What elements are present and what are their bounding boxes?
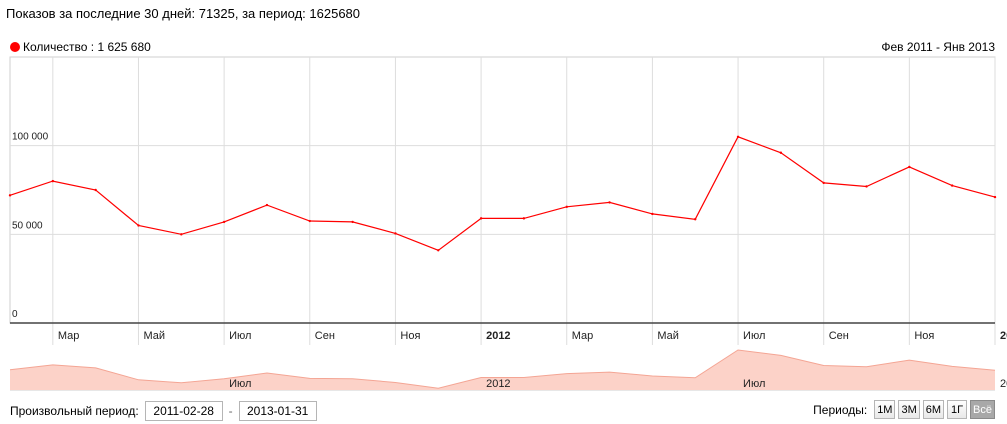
legend-item-count[interactable]: Количество : 1 625 680 (10, 40, 151, 54)
data-point (522, 217, 526, 220)
data-point (779, 151, 783, 154)
x-tick-label: Мар (58, 330, 80, 342)
navigator-area (10, 350, 995, 390)
date-from-input[interactable] (144, 401, 223, 421)
date-range-label: Фев 2011 - Янв 2013 (881, 40, 995, 54)
x-tick-label: Мар (572, 330, 594, 342)
data-point (351, 220, 354, 224)
data-point (993, 195, 997, 199)
navigator-label: 2013 (1000, 378, 1007, 390)
date-to-input[interactable] (238, 401, 317, 421)
x-tick-label: Июл (743, 330, 765, 342)
data-point (437, 249, 440, 252)
data-point (479, 217, 483, 220)
data-point (908, 165, 911, 169)
data-point (51, 179, 55, 183)
data-point (822, 181, 825, 185)
data-point (608, 201, 611, 204)
footer: Произвольный период: - Периоды: 1М 3М 6М… (0, 399, 1007, 423)
legend-dot-icon (10, 42, 20, 52)
x-tick-label: Июл (229, 330, 251, 342)
x-tick-label: 2013 (1000, 330, 1007, 342)
custom-period-label: Произвольный период: (10, 404, 139, 418)
data-point (694, 218, 697, 221)
period-button-6m[interactable]: 6М (922, 400, 945, 419)
period-button-3m[interactable]: 3М (898, 400, 920, 419)
x-tick-label: Сен (315, 330, 335, 342)
data-point (8, 194, 12, 197)
x-tick-label: Сен (829, 330, 849, 342)
navigator-line (9, 349, 996, 389)
x-tick-label: 2012 (486, 330, 510, 342)
y-tick-label: 100 000 (12, 132, 49, 143)
periods-label: Периоды: (813, 402, 868, 417)
plot-frame (9, 56, 996, 324)
y-tick-label: 0 (12, 309, 18, 320)
impressions-summary: Показов за последние 30 дней: 71325, за … (6, 6, 361, 21)
custom-period: Произвольный период: - (10, 401, 317, 421)
y-tick-label: 50 000 (12, 220, 43, 231)
data-point (137, 224, 140, 227)
x-tick-label: Май (657, 330, 679, 342)
period-button-1m[interactable]: 1М (874, 400, 896, 419)
period-selector: Периоды: 1М 3М 6М 1Г Всё (813, 400, 995, 419)
data-point (865, 185, 868, 188)
x-tick-label: Ноя (914, 330, 934, 342)
chart-area: Мар Май Июл Сен Ноя 2012 Мар Май Июл Сен Ноя 2013 0 5… (8, 56, 1007, 391)
data-point (394, 232, 397, 235)
data-point (651, 212, 654, 216)
data-point (308, 219, 311, 223)
period-button-all[interactable]: Всё (970, 400, 995, 419)
data-point (736, 135, 740, 138)
navigator-label: Июл (229, 378, 251, 390)
navigator-label: 2012 (486, 378, 510, 390)
series-line (9, 136, 996, 251)
x-tick-label: Май (143, 330, 165, 342)
data-point (222, 220, 226, 224)
data-point (180, 233, 183, 236)
legend-label: Количество : 1 625 680 (23, 40, 151, 54)
data-point (94, 188, 97, 192)
legend-row: Количество : 1 625 680 Фев 2011 - Янв 20… (10, 40, 995, 54)
data-point (565, 205, 568, 209)
date-separator: - (228, 404, 233, 418)
data-point (265, 203, 269, 207)
data-point (950, 184, 954, 187)
period-button-1y[interactable]: 1Г (947, 400, 968, 419)
navigator-label: Июл (743, 378, 765, 390)
x-tick-label: Ноя (400, 330, 420, 342)
